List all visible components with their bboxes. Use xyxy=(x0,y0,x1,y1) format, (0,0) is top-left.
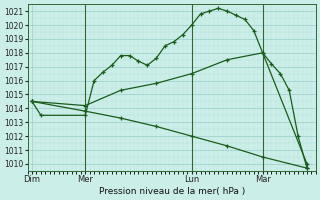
X-axis label: Pression niveau de la mer( hPa ): Pression niveau de la mer( hPa ) xyxy=(99,187,245,196)
